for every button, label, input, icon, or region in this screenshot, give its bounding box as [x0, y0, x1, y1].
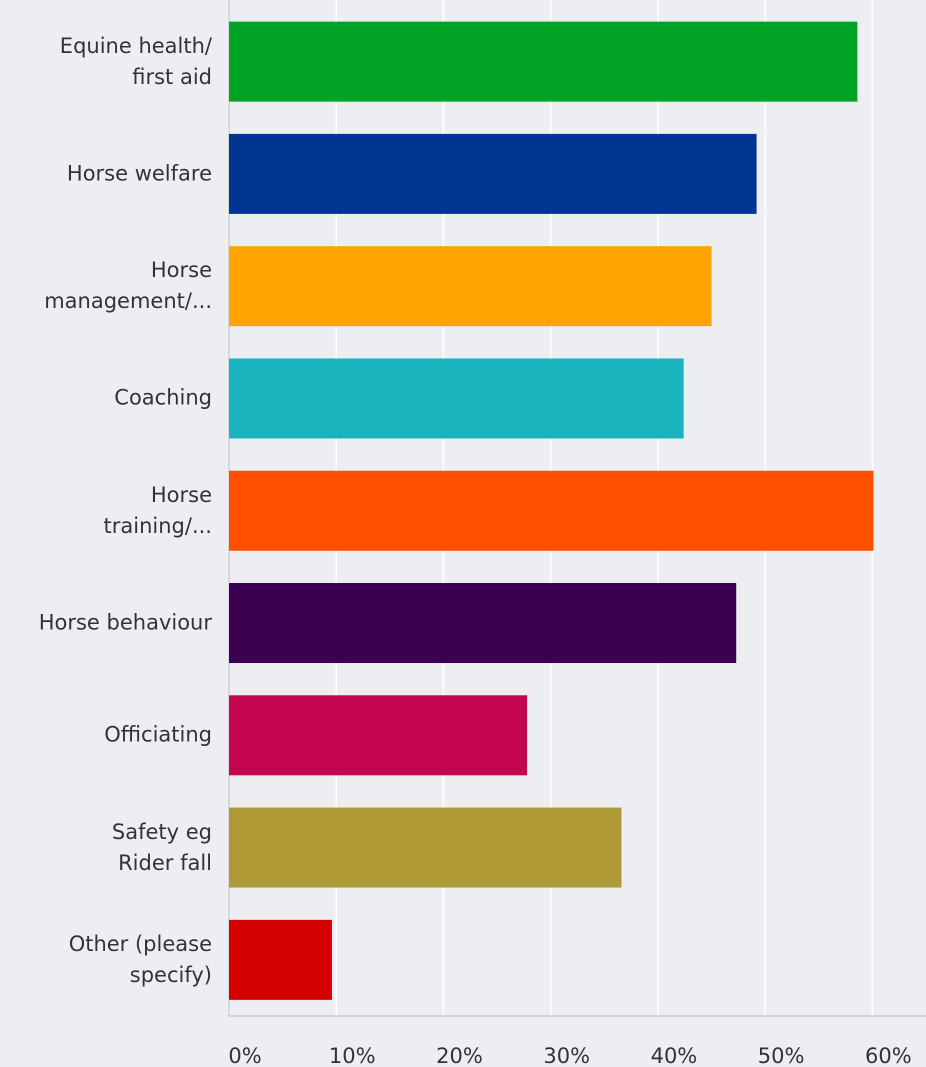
bar [229, 695, 527, 775]
category-label: Other (please specify) [2, 929, 212, 991]
bar [229, 471, 873, 551]
x-tick-label: 60% [865, 1044, 912, 1067]
bar [229, 134, 757, 214]
x-tick-label: 40% [651, 1044, 698, 1067]
category-label: Horse behaviour [2, 608, 212, 639]
category-label: Horse training/... [2, 480, 212, 542]
bar [229, 583, 736, 663]
x-tick-label: 30% [543, 1044, 590, 1067]
bar [229, 808, 621, 888]
x-tick-label: 50% [758, 1044, 805, 1067]
x-tick-label: 20% [436, 1044, 483, 1067]
category-label: Safety eg Rider fall [2, 817, 212, 879]
bar [229, 246, 712, 326]
x-tick-label: 0% [228, 1044, 261, 1067]
chart: 0% 10% 20% 30% 40% 50% 60% Equine health/ firs… [0, 0, 926, 1067]
bar [229, 358, 684, 438]
x-tick-label: 10% [329, 1044, 376, 1067]
category-label: Horse management/... [2, 255, 212, 317]
category-label: Coaching [2, 383, 212, 414]
category-label: Equine health/ first aid [2, 31, 212, 93]
bar [229, 920, 332, 1000]
category-label: Officiating [2, 720, 212, 751]
category-label: Horse welfare [2, 158, 212, 189]
bar [229, 22, 857, 102]
